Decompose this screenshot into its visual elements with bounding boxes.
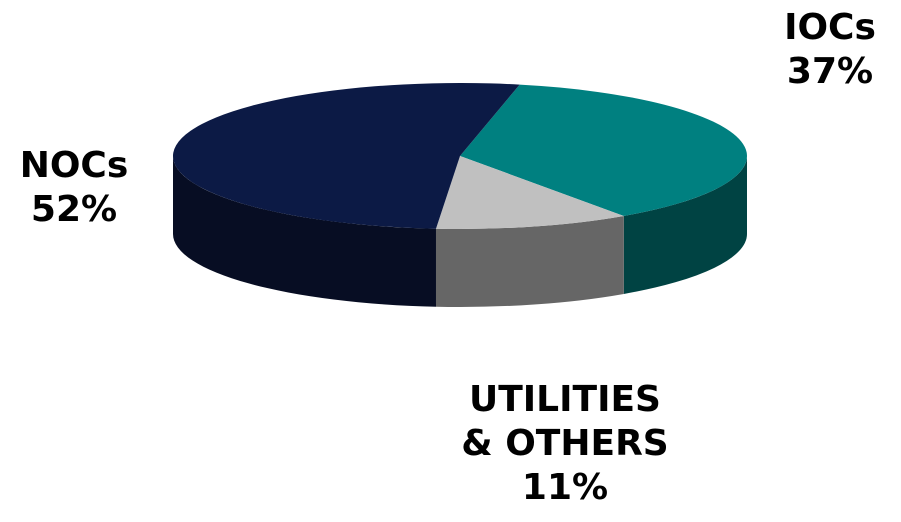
pie-sides	[172, 156, 747, 307]
pie-side-slice	[172, 156, 436, 307]
nocs-percent: 52%	[30, 189, 118, 230]
pie-side-slice	[435, 215, 624, 307]
pie-side-slice	[623, 156, 747, 294]
iocs-percent: 37%	[786, 51, 874, 92]
pie-tops	[173, 82, 747, 229]
utilities-label: UTILITIES & OTHERS 11%	[420, 378, 710, 510]
utilities-name-line2: & OTHERS	[461, 423, 669, 464]
utilities-percent: 11%	[521, 467, 609, 508]
iocs-label: IOCs 37%	[770, 6, 890, 94]
pie-slice	[460, 84, 747, 216]
utilities-name-line1: UTILITIES	[469, 379, 661, 420]
pie-slice	[435, 156, 624, 229]
nocs-name: NOCs	[19, 145, 129, 186]
pie-slice	[173, 82, 520, 229]
iocs-name: IOCs	[784, 7, 876, 48]
nocs-label: NOCs 52%	[10, 144, 138, 232]
